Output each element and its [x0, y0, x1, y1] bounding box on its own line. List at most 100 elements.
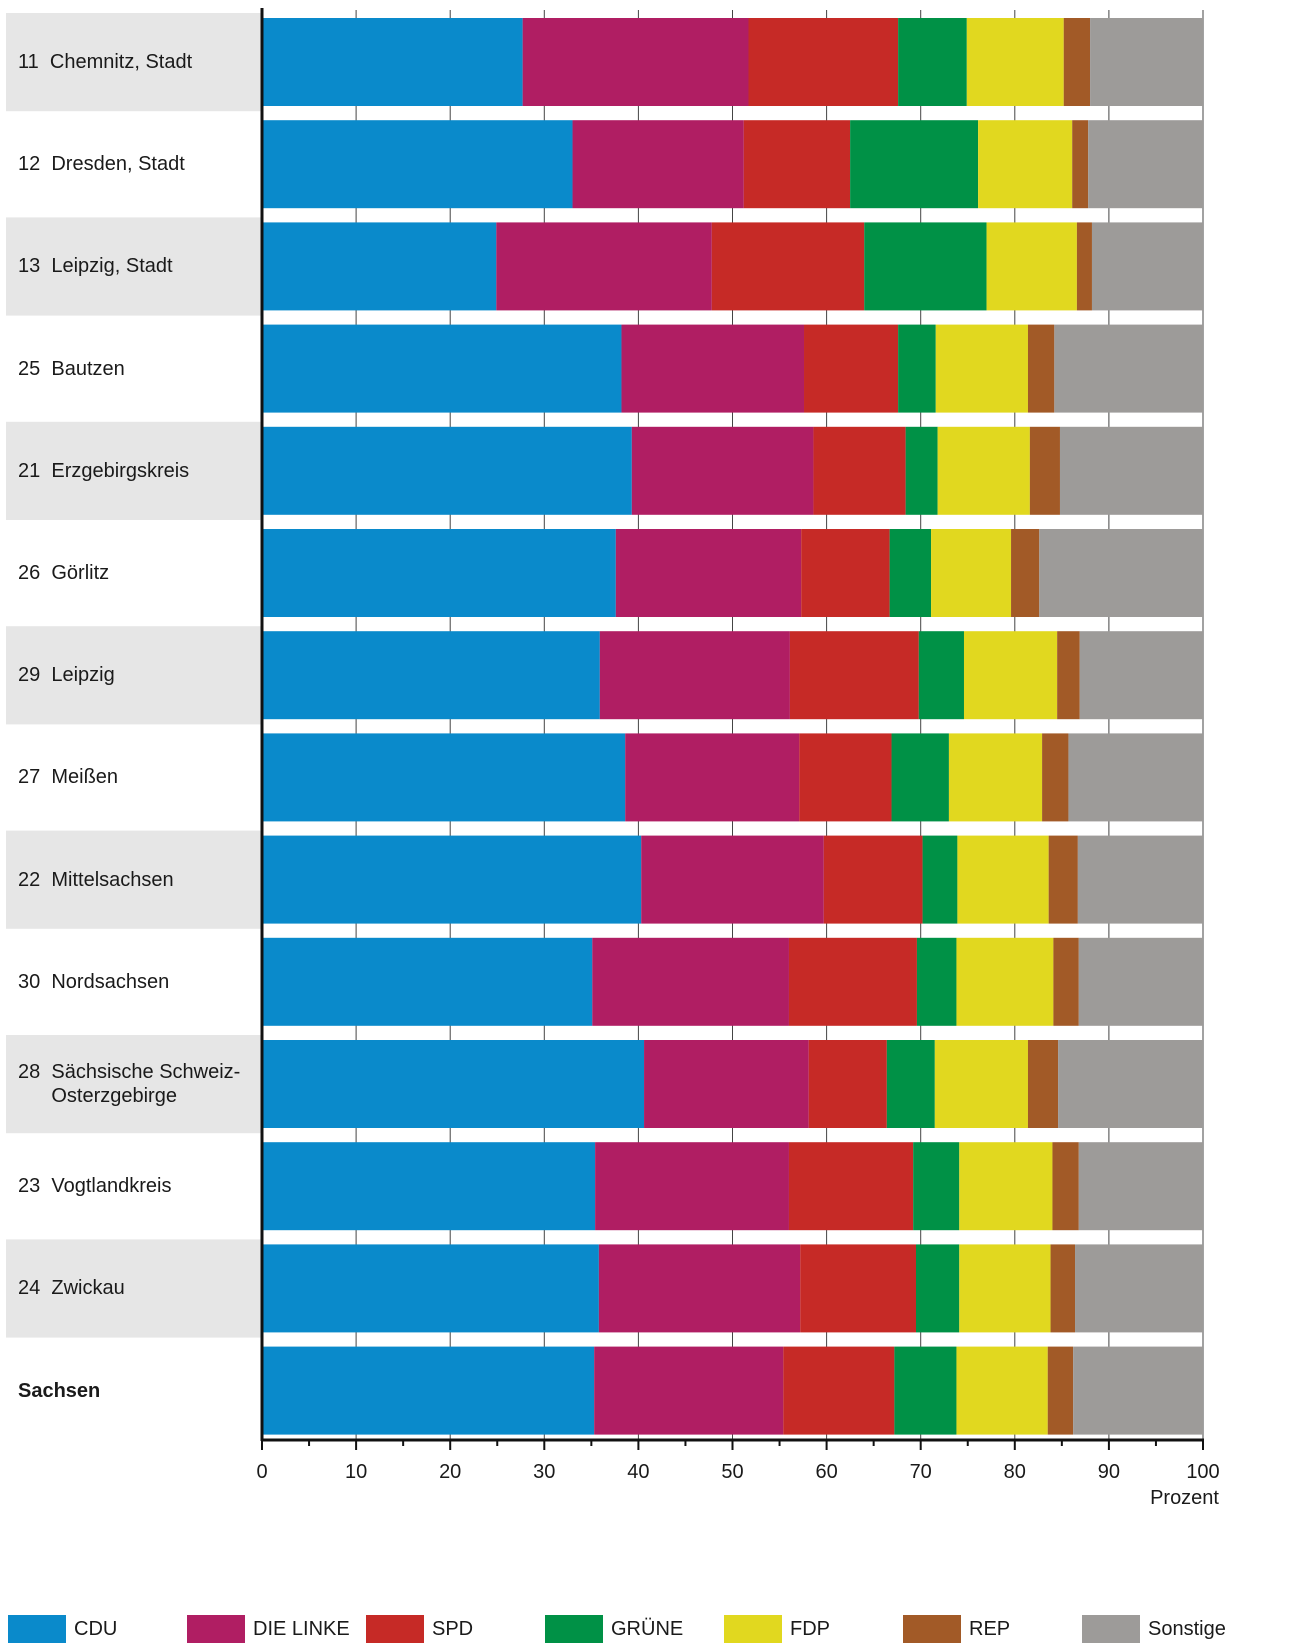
bar-segment	[889, 529, 932, 617]
bar-segment	[262, 324, 622, 413]
bar-segment	[262, 529, 616, 617]
bar-segment	[592, 937, 789, 1026]
bar-segment	[788, 1142, 914, 1231]
bar-segment	[1073, 1346, 1203, 1435]
bar-segment	[905, 426, 938, 515]
legend-swatch	[366, 1615, 424, 1643]
bar-segment	[931, 529, 1012, 617]
legend-label: DIE LINKE	[253, 1617, 350, 1640]
legend-label: SPD	[432, 1617, 474, 1640]
bar-segment	[1039, 529, 1203, 617]
row-label: 24 Zwickau	[18, 1277, 125, 1300]
bar-segment	[956, 937, 1054, 1026]
bar-segment	[783, 1346, 895, 1435]
bar-segment	[1075, 1244, 1203, 1333]
bar-segment	[1048, 835, 1078, 924]
row-label: 22 Mittelsachsen	[18, 868, 174, 891]
bar-segment	[915, 1244, 960, 1333]
legend-swatch	[1082, 1615, 1140, 1643]
x-tick-label: 60	[815, 1461, 837, 1483]
bar-segment	[898, 18, 967, 106]
bar-segment	[1076, 222, 1092, 311]
bar-segment	[1050, 1244, 1076, 1333]
row-label: 13 Leipzig, Stadt	[18, 255, 173, 278]
bar-segment	[262, 733, 626, 822]
x-tick-label: 80	[1004, 1461, 1026, 1483]
row-label: 26 Görlitz	[18, 562, 110, 584]
bar-segment	[1091, 222, 1203, 311]
bar-segment	[916, 937, 957, 1026]
bar-segment	[799, 733, 892, 822]
bar-segment	[522, 18, 749, 106]
legend-label: CDU	[74, 1617, 118, 1640]
bar-segment	[262, 1142, 596, 1231]
bar-segment	[850, 120, 979, 209]
bar-segment	[598, 1244, 801, 1333]
legend-label: FDP	[790, 1617, 830, 1640]
bar-segment	[948, 733, 1043, 822]
legend-item: SPD	[366, 1615, 473, 1643]
bar-segment	[823, 835, 923, 924]
bar-segment	[1054, 324, 1203, 413]
row-band	[6, 421, 262, 520]
row-label: 28 Sächsische Schweiz- Osterzgebirge	[18, 1061, 241, 1107]
bar-segment	[262, 120, 573, 209]
row-label: 21 Erzgebirgskreis	[18, 459, 190, 482]
bar-segment	[1078, 937, 1203, 1026]
bar-segment	[262, 835, 642, 924]
bar-segment	[934, 1040, 1028, 1128]
x-tick-label: 20	[439, 1461, 461, 1483]
bar-segment	[918, 631, 964, 720]
x-tick-label: 50	[721, 1461, 743, 1483]
x-tick-label: 90	[1098, 1461, 1120, 1483]
legend-item: FDP	[724, 1615, 830, 1643]
bar-segment	[804, 324, 899, 413]
bar-segment	[262, 18, 523, 106]
bar-segment	[1053, 937, 1079, 1026]
bar-segment	[262, 1040, 645, 1128]
row-label: 23 Vogtlandkreis	[18, 1175, 172, 1198]
bar-segment	[748, 18, 899, 106]
bar-segment	[801, 529, 890, 617]
legend-item: REP	[903, 1615, 1010, 1643]
bar-segment	[1063, 18, 1091, 106]
bar-segment	[599, 631, 790, 720]
bar-segment	[986, 222, 1077, 311]
bar-segment	[1078, 1142, 1203, 1231]
legend-label: GRÜNE	[611, 1617, 684, 1640]
bar-segment	[1077, 835, 1203, 924]
row-label: 30 Nordsachsen	[18, 970, 170, 993]
bar-segment	[1052, 1142, 1079, 1231]
legend-item: Sonstige	[1082, 1615, 1226, 1643]
bar-segment	[1088, 120, 1203, 209]
bar-segment	[959, 1244, 1051, 1333]
bar-segment	[1057, 631, 1080, 720]
bar-segment	[959, 1142, 1053, 1231]
bar-segment	[595, 1142, 789, 1231]
legend-swatch	[903, 1615, 961, 1643]
bar-segment	[957, 835, 1049, 924]
bar-segment	[625, 733, 800, 822]
bar-segment	[621, 324, 805, 413]
row-label: 25 Bautzen	[18, 357, 125, 380]
legend-item: GRÜNE	[545, 1615, 683, 1643]
bar-segment	[1059, 426, 1203, 515]
bar-segment	[262, 937, 593, 1026]
bar-segment	[1058, 1040, 1203, 1128]
bar-segment	[1090, 18, 1203, 106]
bar-segment	[262, 222, 497, 311]
legend-swatch	[724, 1615, 782, 1643]
bar-segment	[808, 1040, 887, 1128]
bar-segment	[789, 631, 919, 720]
bar-segment	[935, 324, 1028, 413]
legend-item: DIE LINKE	[187, 1615, 350, 1643]
bar-segment	[496, 222, 712, 311]
x-tick-label: 40	[627, 1461, 649, 1483]
bar-segment	[891, 733, 949, 822]
row-band	[6, 1035, 262, 1134]
legend-swatch	[8, 1615, 66, 1643]
bar-segment	[922, 835, 958, 924]
bar-segment	[743, 120, 851, 209]
bar-segment	[615, 529, 802, 617]
row-label: 12 Dresden, Stadt	[18, 153, 185, 176]
